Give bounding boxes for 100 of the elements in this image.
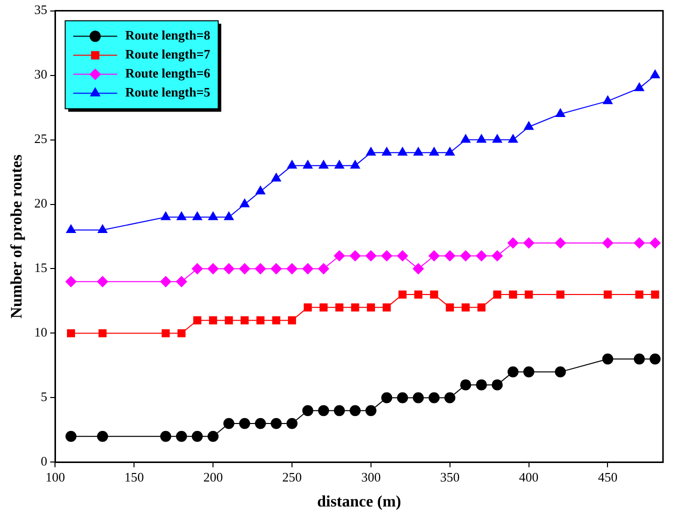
point (477, 303, 486, 312)
point (651, 290, 660, 299)
point (239, 263, 250, 274)
point (508, 237, 519, 248)
point (287, 160, 297, 169)
point (351, 303, 360, 312)
legend-label: Route length=8 (125, 28, 211, 43)
point (335, 303, 344, 312)
point (523, 237, 534, 248)
x-tick-label: 450 (598, 469, 618, 484)
point (492, 250, 503, 262)
point (508, 366, 519, 378)
point (602, 354, 614, 365)
y-tick-label: 0 (40, 454, 48, 469)
point (304, 303, 312, 312)
point (492, 134, 502, 143)
point (160, 212, 171, 220)
point (256, 186, 266, 194)
point (650, 70, 660, 78)
point (366, 303, 375, 312)
point (554, 237, 566, 248)
point (365, 250, 376, 262)
point (97, 430, 108, 442)
y-tick-label: 35 (34, 2, 48, 18)
point (445, 147, 455, 156)
point (460, 379, 472, 390)
point (556, 290, 564, 299)
point (271, 172, 282, 182)
point (302, 405, 314, 416)
point (604, 290, 612, 299)
point (239, 418, 250, 430)
y-tick-label: 20 (34, 196, 48, 211)
point (302, 160, 313, 169)
point (318, 405, 330, 416)
point (476, 134, 486, 143)
point (397, 250, 408, 262)
x-axis-title: distance (m) (317, 494, 402, 511)
point (208, 263, 219, 274)
point (428, 392, 440, 404)
y-tick-label: 10 (34, 324, 48, 340)
point (240, 198, 250, 208)
point (554, 366, 566, 378)
x-tick-label: 200 (203, 469, 223, 484)
x-tick-label: 350 (440, 469, 460, 484)
point (320, 303, 328, 312)
y-tick-label: 5 (40, 389, 48, 404)
point (98, 224, 108, 234)
point (634, 237, 645, 248)
point (160, 276, 172, 288)
point (430, 290, 438, 299)
point (382, 303, 391, 312)
point (650, 354, 661, 365)
x-tick-label: 400 (519, 469, 539, 484)
point (508, 290, 518, 299)
point (634, 354, 645, 365)
point (176, 276, 187, 288)
point (272, 316, 280, 324)
point (412, 263, 424, 274)
point (270, 418, 282, 430)
legend-label: Route length=7 (125, 46, 211, 62)
y-tick-label: 25 (34, 131, 48, 146)
point (208, 212, 218, 220)
point (556, 108, 566, 117)
point (602, 237, 614, 248)
x-tick-label: 150 (124, 469, 144, 484)
point (286, 263, 298, 274)
point (460, 250, 472, 262)
point (192, 430, 203, 442)
point (302, 263, 314, 274)
point (192, 212, 202, 220)
point (193, 316, 202, 324)
point (397, 392, 408, 404)
point (223, 418, 234, 430)
point (286, 418, 298, 430)
point (162, 329, 170, 338)
x-tick-label: 100 (45, 469, 65, 484)
point (334, 250, 345, 262)
point (412, 392, 424, 404)
point (208, 430, 219, 442)
point (429, 147, 439, 156)
point (209, 316, 218, 324)
point (65, 276, 76, 288)
point (444, 250, 456, 262)
point (476, 250, 487, 262)
point (192, 263, 203, 274)
point (428, 250, 440, 262)
point (177, 329, 186, 338)
point (444, 392, 456, 404)
point (460, 134, 470, 143)
point (334, 160, 344, 169)
point (223, 263, 234, 274)
point (524, 121, 534, 130)
point (256, 316, 264, 324)
point (366, 147, 376, 156)
point (381, 250, 392, 262)
point (602, 96, 613, 104)
point (160, 430, 172, 442)
x-tick-label: 300 (361, 469, 381, 484)
point (350, 250, 361, 262)
point (414, 290, 422, 299)
